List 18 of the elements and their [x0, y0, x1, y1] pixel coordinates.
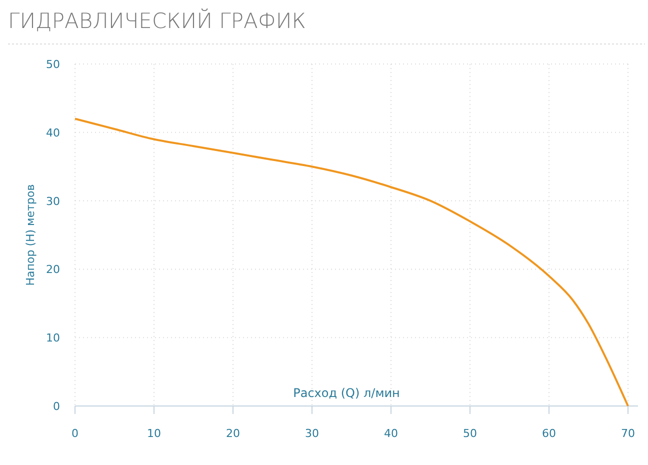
chart-title: ГИДРАВЛИЧЕСКИЙ ГРАФИК [8, 8, 306, 33]
y-axis-title: Напор (H) метров [24, 184, 37, 286]
x-tick-label: 20 [226, 427, 240, 440]
y-tick-label: 10 [46, 332, 60, 345]
y-tick-label: 0 [53, 400, 60, 413]
x-axis-title: Расход (Q) л/мин [293, 386, 400, 400]
y-tick-label: 30 [46, 194, 60, 208]
y-tick-label: 20 [46, 263, 60, 276]
x-tick-label: 50 [463, 427, 477, 440]
x-tick-label: 40 [384, 427, 398, 440]
y-tick-label: 40 [46, 126, 60, 140]
x-tick-label: 30 [305, 427, 319, 440]
x-tick-label: 10 [147, 427, 161, 440]
y-tick-label: 50 [46, 58, 60, 71]
line-series [74, 118, 629, 407]
x-tick-label: 0 [72, 427, 78, 440]
x-tick-label: 70 [621, 427, 635, 440]
x-tick-label: 60 [542, 427, 556, 440]
